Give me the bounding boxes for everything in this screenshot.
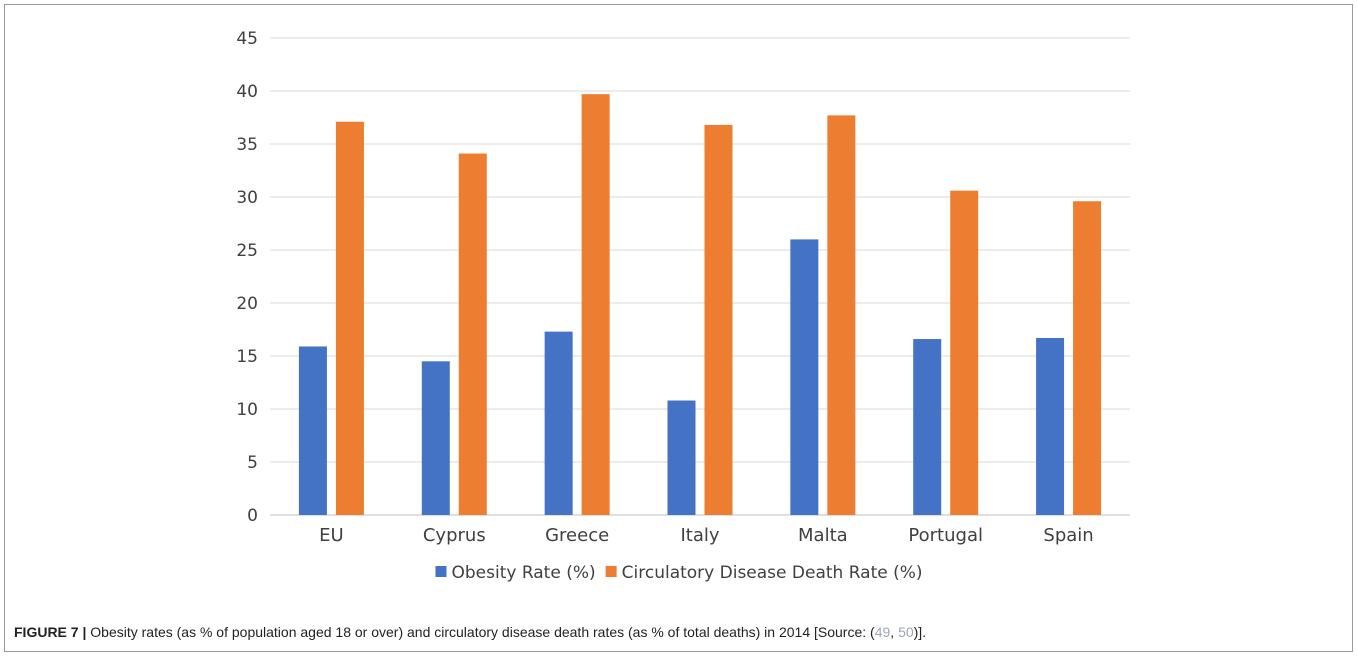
bars xyxy=(298,94,1102,516)
y-tick-label: 15 xyxy=(236,347,258,367)
bar xyxy=(704,124,733,516)
x-tick-label: Malta xyxy=(798,525,848,546)
y-tick-label: 35 xyxy=(236,135,258,155)
bar xyxy=(458,153,487,516)
y-tick-label: 45 xyxy=(236,29,258,49)
y-tick-label: 20 xyxy=(236,294,258,314)
figure-frame xyxy=(4,4,1353,652)
x-tick-label: Cyprus xyxy=(423,525,486,546)
caption-label: FIGURE 7 | xyxy=(14,624,87,640)
gridlines xyxy=(270,37,1130,516)
caption-text: Obesity rates (as % of population aged 1… xyxy=(86,624,875,640)
x-tick-label: Portugal xyxy=(908,525,983,546)
x-tick-label: Greece xyxy=(545,525,609,546)
legend-swatch xyxy=(605,566,617,577)
bar xyxy=(298,346,327,515)
caption-citation-1: 49 xyxy=(874,624,891,640)
bar xyxy=(1036,337,1065,515)
bar xyxy=(827,115,856,515)
legend-item: Circulatory Disease Death Rate (%) xyxy=(605,563,923,583)
y-tick-label: 5 xyxy=(247,453,258,473)
y-tick-label: 0 xyxy=(247,506,258,526)
x-tick-label: EU xyxy=(319,525,344,546)
bar xyxy=(913,339,942,515)
x-tick-label: Italy xyxy=(680,525,719,546)
y-tick-labels: 0 5 10 15 20 25 30 35 40 45 xyxy=(236,29,258,526)
caption-citation-2: 50 xyxy=(898,624,914,640)
bar xyxy=(950,190,979,515)
legend-label: Circulatory Disease Death Rate (%) xyxy=(622,563,923,583)
x-tick-label: Spain xyxy=(1043,525,1093,546)
bar xyxy=(581,94,610,516)
figure-caption: FIGURE 7 | Obesity rates (as % of popula… xyxy=(14,624,1334,640)
y-tick-label: 40 xyxy=(236,82,258,102)
bar xyxy=(544,331,573,515)
legend-swatch xyxy=(435,566,447,577)
legend: Obesity Rate (%) Circulatory Disease Deat… xyxy=(435,563,923,583)
bar xyxy=(790,239,819,515)
x-tick-labels: EU Cyprus Greece Italy Malta Portugal Spain xyxy=(319,525,1094,546)
bar xyxy=(421,361,450,515)
y-tick-label: 30 xyxy=(236,188,258,208)
y-tick-label: 10 xyxy=(236,400,258,420)
caption-end: )]. xyxy=(913,624,927,640)
bar xyxy=(1073,201,1102,516)
legend-label: Obesity Rate (%) xyxy=(451,563,595,583)
y-tick-label: 25 xyxy=(236,241,258,261)
legend-item: Obesity Rate (%) xyxy=(435,563,596,583)
bar-chart: 0 5 10 15 20 25 30 35 40 45 EU Cyprus Greece Italy Ma… xyxy=(236,29,1130,583)
bar xyxy=(335,121,364,516)
bar xyxy=(667,400,696,515)
caption-separator: , xyxy=(890,624,899,640)
